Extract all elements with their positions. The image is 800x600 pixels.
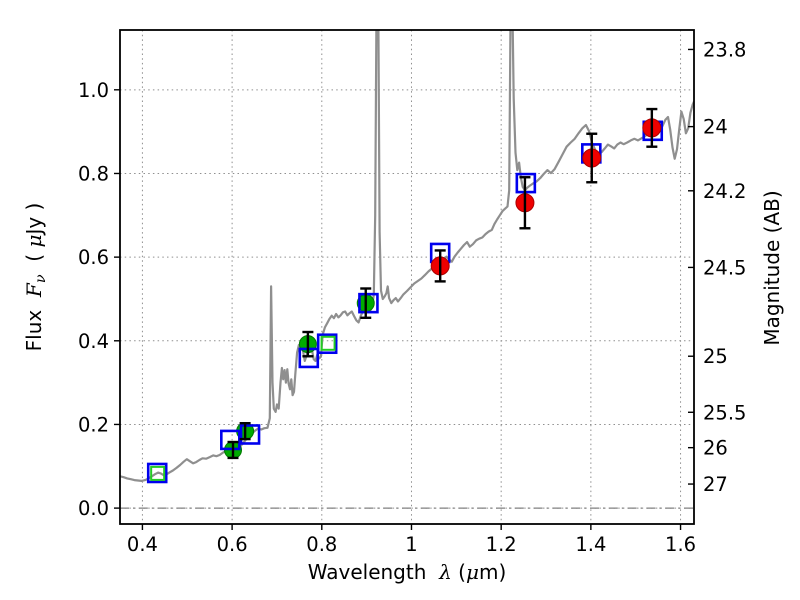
y-tick-label: 1.0 — [78, 79, 109, 102]
x-tick-label: 1.6 — [665, 533, 696, 556]
label-text: Wavelength — [307, 560, 440, 584]
right-tick-labels: 23.8 24 24.2 24.5 25 25.5 26 27 — [703, 38, 746, 496]
math-symbol: F — [21, 283, 46, 298]
magnitude-tick-label: 24.2 — [703, 180, 746, 203]
x-axis-title: Wavelength λ (μm) — [308, 562, 507, 582]
label-text: ( — [451, 560, 466, 584]
magnitude-tick-label: 25 — [703, 345, 728, 368]
x-tick-labels: 0.4 0.6 0.8 1 1.2 1.4 1.6 — [127, 533, 696, 556]
label-text: ( — [21, 247, 46, 275]
y-axis-title-right: Magnitude (AB) — [760, 190, 784, 346]
model-spectrum-line — [120, 30, 694, 482]
label-text: m) — [478, 560, 507, 584]
label-text: Magnitude (AB) — [760, 190, 784, 346]
x-tick-label: 0.4 — [127, 533, 158, 556]
blue-open-square-marker — [220, 429, 241, 451]
green-open-square-marker — [320, 335, 336, 351]
y-tick-label: 0.2 — [78, 413, 109, 436]
y-tick-label: 0.6 — [78, 246, 109, 269]
y-tick-label: 0.0 — [78, 497, 109, 520]
x-tick-label: 0.8 — [306, 533, 337, 556]
magnitude-tick-label: 25.5 — [703, 401, 746, 424]
y-tick-label: 0.8 — [78, 162, 109, 185]
axes-spines — [119, 29, 695, 525]
magnitude-tick-label: 27 — [703, 473, 728, 496]
magnitude-tick-label: 24 — [703, 116, 728, 139]
math-symbol: μ — [465, 560, 479, 584]
green-open-square-marker — [150, 465, 166, 481]
y-axis-title-left: Flux Fν ( μJy ) — [21, 202, 49, 352]
open-square-points — [146, 120, 664, 484]
blue-open-square-marker — [316, 333, 338, 355]
blue-open-square-marker — [239, 424, 261, 445]
label-text: Jy ) — [21, 202, 46, 235]
x-tick-label: 1 — [405, 533, 417, 556]
magnitude-tick-label: 24.5 — [703, 256, 746, 279]
green-photometry-points — [224, 294, 375, 459]
y-tick-label: 0.4 — [78, 330, 109, 353]
x-tick-label: 1.2 — [486, 533, 517, 556]
x-tick-label: 0.6 — [217, 533, 248, 556]
tick-marks — [114, 48, 694, 530]
y-tick-labels: 0.0 0.2 0.4 0.6 0.8 1.0 — [78, 79, 109, 520]
math-symbol: μ — [21, 234, 46, 248]
blue-open-square-marker — [146, 462, 168, 484]
gridlines — [120, 30, 694, 524]
magnitude-tick-label: 26 — [703, 437, 728, 460]
blue-open-square-marker — [358, 292, 379, 314]
x-tick-label: 1.4 — [575, 533, 606, 556]
error-bars — [227, 107, 658, 460]
math-symbol: λ — [439, 560, 452, 584]
magnitude-tick-label: 23.8 — [703, 38, 746, 61]
math-symbol: ν — [32, 274, 49, 284]
label-text: Flux — [21, 297, 46, 352]
